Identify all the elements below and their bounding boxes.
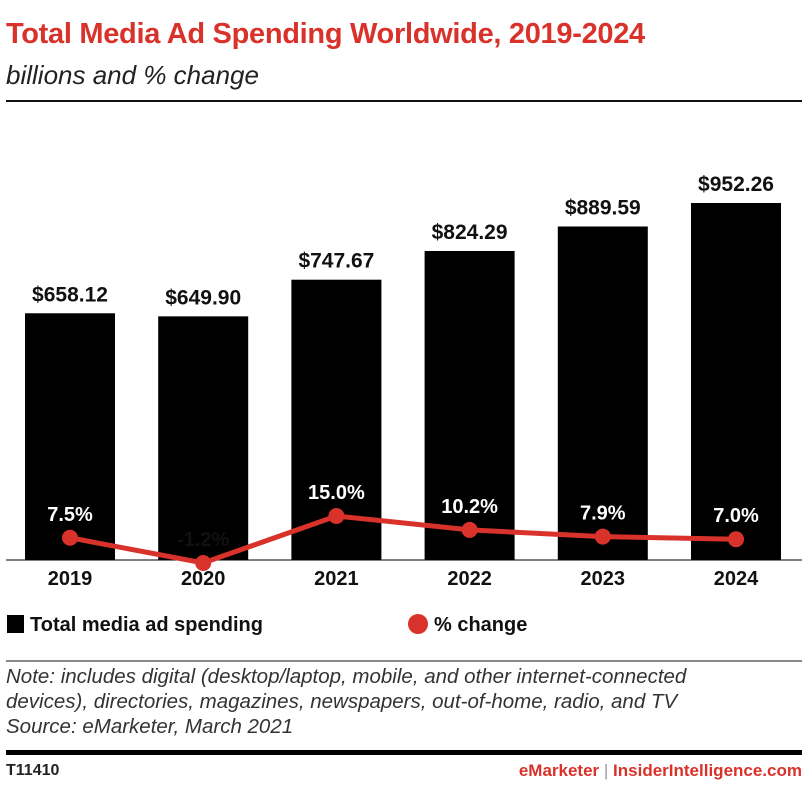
brand: eMarketer | InsiderIntelligence.com xyxy=(519,761,802,781)
legend-swatch-change xyxy=(408,614,428,634)
change-point xyxy=(195,554,212,571)
bar-label: $824.29 xyxy=(432,221,508,244)
change-label: 7.9% xyxy=(580,503,626,525)
x-tick-label: 2019 xyxy=(48,568,93,590)
note-line: devices), directories, magazines, newspa… xyxy=(6,690,678,713)
bar-label: $952.26 xyxy=(698,173,774,196)
source-line: Source: eMarketer, March 2021 xyxy=(6,715,294,738)
legend-label-bars: Total media ad spending xyxy=(30,614,263,636)
change-point xyxy=(594,528,611,545)
bar-label: $649.90 xyxy=(165,286,241,309)
brand-emarketer: eMarketer xyxy=(518,761,600,780)
bar xyxy=(158,316,249,560)
brand-insider: InsiderIntelligence.com xyxy=(613,761,802,780)
bar xyxy=(25,313,115,560)
bar xyxy=(557,226,648,561)
note-divider xyxy=(6,660,802,662)
change-point xyxy=(728,531,744,548)
x-tick-label: 2021 xyxy=(314,568,359,590)
bar xyxy=(691,203,781,560)
bar xyxy=(424,250,515,560)
chart-plot: $658.12 2019 $649.90 2020 $747.67 2021 $824.29… xyxy=(6,173,802,636)
change-label: 7.5% xyxy=(47,504,93,526)
chart-title: Total Media Ad Spending Worldwide, 2019-… xyxy=(6,18,645,50)
footer-divider xyxy=(6,750,802,755)
bar-label: $889.59 xyxy=(565,196,641,219)
change-point xyxy=(62,529,78,546)
chart-subtitle: billions and % change xyxy=(6,60,259,90)
change-point xyxy=(461,521,478,538)
brand-separator: | xyxy=(603,761,609,780)
chart-code: T11410 xyxy=(6,762,60,779)
x-tick-label: 2020 xyxy=(181,568,226,590)
change-label: -1.2% xyxy=(177,529,229,551)
bar-label: $658.12 xyxy=(32,283,108,306)
x-tick-label: 2022 xyxy=(447,568,492,590)
bar-label: $747.67 xyxy=(298,250,374,273)
change-point xyxy=(328,508,345,524)
change-label: 10.2% xyxy=(441,496,498,518)
change-line xyxy=(69,513,737,566)
top-divider xyxy=(6,100,802,102)
x-tick-label: 2023 xyxy=(581,568,626,590)
change-label: 15.0% xyxy=(308,482,365,504)
chart-note: Note: includes digital (desktop/laptop, … xyxy=(6,664,686,739)
legend-label-change: % change xyxy=(434,614,527,636)
legend-swatch-bars xyxy=(7,615,24,633)
x-tick-label: 2024 xyxy=(714,568,759,590)
note-line: Note: includes digital (desktop/laptop, … xyxy=(6,665,687,688)
change-label: 7.0% xyxy=(713,505,759,527)
